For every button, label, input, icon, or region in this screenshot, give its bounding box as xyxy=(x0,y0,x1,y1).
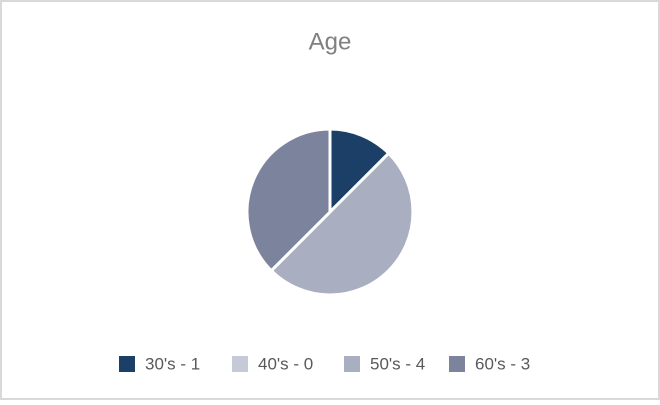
pie-slice xyxy=(269,151,415,297)
legend-label: 50's - 4 xyxy=(370,354,425,373)
legend-swatch xyxy=(232,356,248,372)
legend-label: 40's - 0 xyxy=(258,354,313,373)
legend-swatch xyxy=(344,356,360,372)
legend-label: 30's - 1 xyxy=(145,354,200,373)
legend-swatch xyxy=(119,356,135,372)
legend-swatch xyxy=(449,356,465,372)
pie-slice xyxy=(245,127,332,273)
legend-label: 60's - 3 xyxy=(475,354,530,373)
chart-title: Age xyxy=(309,28,352,55)
